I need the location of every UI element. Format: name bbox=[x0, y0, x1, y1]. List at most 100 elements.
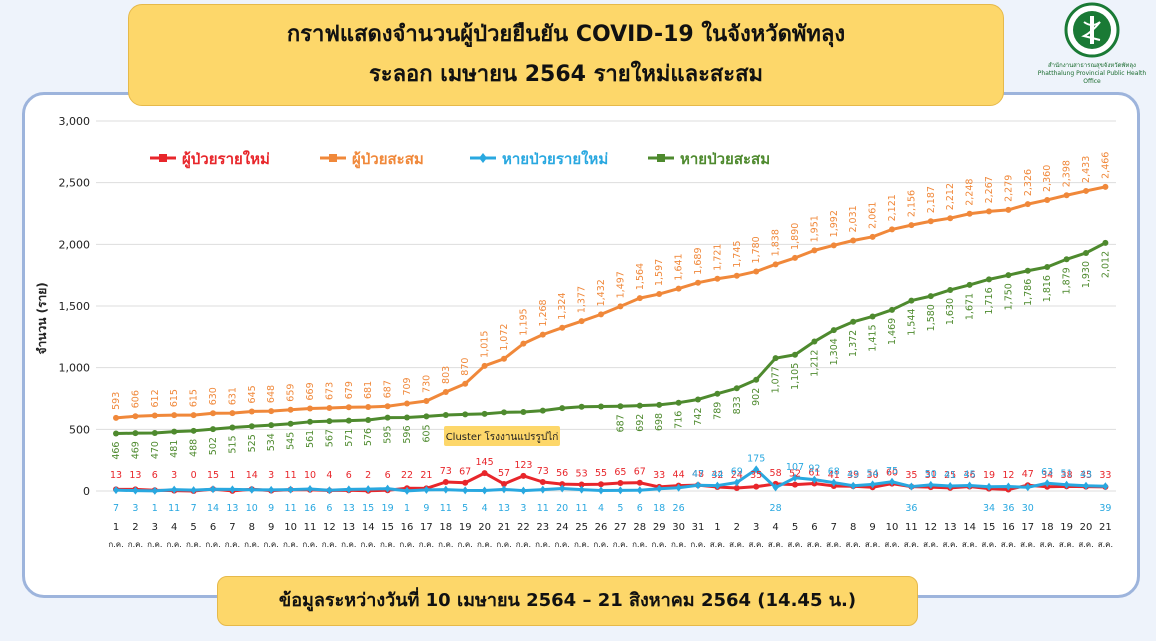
x-tick-month: ก.ค. bbox=[690, 540, 705, 549]
series-marker bbox=[1044, 479, 1051, 488]
series-marker bbox=[229, 410, 236, 417]
data-label: 488 bbox=[189, 439, 200, 457]
series-marker bbox=[423, 413, 430, 420]
data-label: 481 bbox=[169, 440, 180, 458]
y-tick-label: 0 bbox=[83, 485, 90, 498]
data-label: 7 bbox=[191, 503, 197, 514]
data-label: 630 bbox=[208, 387, 219, 405]
series-marker bbox=[345, 404, 352, 411]
x-tick-month: ก.ค. bbox=[516, 540, 531, 549]
data-label: 1,750 bbox=[1003, 283, 1014, 310]
series-marker bbox=[132, 486, 139, 495]
x-tick-month: ส.ค. bbox=[787, 540, 802, 549]
data-label: 52 bbox=[789, 469, 801, 480]
series-marker bbox=[1044, 196, 1051, 203]
data-label: 571 bbox=[344, 429, 355, 447]
data-label: 175 bbox=[747, 453, 765, 464]
data-label: 534 bbox=[266, 433, 277, 451]
series-marker bbox=[442, 485, 449, 494]
series-marker bbox=[695, 279, 701, 286]
data-label: 5 bbox=[617, 503, 623, 514]
data-label: 18 bbox=[653, 503, 665, 514]
data-label: 36 bbox=[1002, 503, 1014, 514]
series-marker bbox=[1063, 192, 1070, 199]
logo-text-th: สำนักงานสาธารณสุขจังหวัดพัทลุง bbox=[1048, 62, 1136, 69]
series-marker bbox=[772, 483, 779, 492]
x-tick-month: ก.ค. bbox=[322, 540, 337, 549]
series-marker bbox=[1083, 187, 1089, 194]
data-label: 1,544 bbox=[906, 309, 917, 336]
x-tick-month: ก.ค. bbox=[147, 540, 162, 549]
data-label: 7 bbox=[113, 503, 119, 514]
data-label: 1 bbox=[404, 503, 410, 514]
x-tick-month: ก.ค. bbox=[555, 540, 570, 549]
x-tick-day: 4 bbox=[772, 522, 778, 533]
data-label: 26 bbox=[673, 503, 685, 514]
series-marker bbox=[423, 485, 430, 494]
health-office-logo: สำนักงานสาธารณสุขจังหวัดพัทลุง Phatthalu… bbox=[1030, 2, 1154, 90]
data-label: 2,212 bbox=[945, 183, 956, 210]
data-label: 5 bbox=[462, 503, 468, 514]
data-label: 6 bbox=[385, 470, 391, 481]
y-tick-label: 3,000 bbox=[59, 115, 91, 128]
annotation-text: Cluster โรงงานแปรรูปไก่ bbox=[446, 430, 559, 443]
data-label: 6 bbox=[152, 470, 158, 481]
series-marker bbox=[113, 414, 119, 421]
series-marker bbox=[889, 226, 895, 233]
series-line bbox=[115, 467, 1106, 493]
series-marker bbox=[539, 331, 546, 338]
data-label: 56 bbox=[556, 468, 568, 479]
x-tick-day: 29 bbox=[653, 522, 666, 533]
series-marker bbox=[287, 420, 294, 427]
data-label: 3 bbox=[520, 503, 526, 514]
data-label: 11 bbox=[285, 470, 297, 481]
x-tick-month: ส.ค. bbox=[1001, 540, 1016, 549]
series-marker bbox=[811, 475, 818, 484]
x-tick-month: ส.ค. bbox=[1059, 540, 1074, 549]
series-marker bbox=[520, 486, 527, 495]
series-marker bbox=[307, 405, 313, 412]
series-marker bbox=[171, 485, 178, 494]
series-marker bbox=[1102, 183, 1109, 190]
data-label: 466 bbox=[111, 442, 122, 460]
series-marker bbox=[966, 481, 973, 490]
series-marker bbox=[947, 215, 954, 222]
x-tick-day: 13 bbox=[342, 522, 355, 533]
data-label: 1,838 bbox=[771, 229, 782, 256]
data-label: 502 bbox=[208, 437, 219, 455]
series-marker bbox=[559, 484, 566, 493]
x-tick-month: ก.ค. bbox=[419, 540, 434, 549]
series-marker bbox=[869, 313, 876, 320]
data-label: 16 bbox=[304, 503, 316, 514]
series-marker bbox=[151, 486, 158, 495]
x-tick-day: 15 bbox=[983, 522, 996, 533]
data-label: 1,630 bbox=[945, 298, 956, 325]
data-label: 30 bbox=[1022, 503, 1034, 514]
data-label: 73 bbox=[440, 466, 452, 477]
data-label: 13 bbox=[343, 503, 355, 514]
data-label: 145 bbox=[476, 457, 494, 468]
data-label: 1,992 bbox=[829, 210, 840, 237]
x-tick-day: 19 bbox=[1060, 522, 1073, 533]
series-marker bbox=[113, 430, 119, 437]
series-marker bbox=[404, 486, 410, 495]
series-marker bbox=[578, 318, 585, 325]
x-tick-day: 7 bbox=[831, 522, 837, 533]
data-label: 14 bbox=[207, 503, 219, 514]
data-label: 11 bbox=[285, 503, 297, 514]
data-label: 9 bbox=[423, 503, 429, 514]
data-label: 469 bbox=[130, 441, 141, 459]
data-label: 1,105 bbox=[790, 363, 801, 390]
data-label: 2,466 bbox=[1100, 152, 1111, 179]
series-marker bbox=[151, 412, 158, 419]
x-tick-month: ส.ค. bbox=[943, 540, 958, 549]
series-marker bbox=[675, 483, 682, 492]
data-label: 21 bbox=[420, 470, 432, 481]
series-marker bbox=[171, 412, 178, 419]
data-label: 2,061 bbox=[868, 202, 879, 229]
data-label: 65 bbox=[614, 467, 626, 478]
data-label: 545 bbox=[286, 432, 297, 450]
data-label: 631 bbox=[227, 387, 238, 405]
data-label: 669 bbox=[305, 382, 316, 400]
series-marker bbox=[442, 388, 449, 395]
